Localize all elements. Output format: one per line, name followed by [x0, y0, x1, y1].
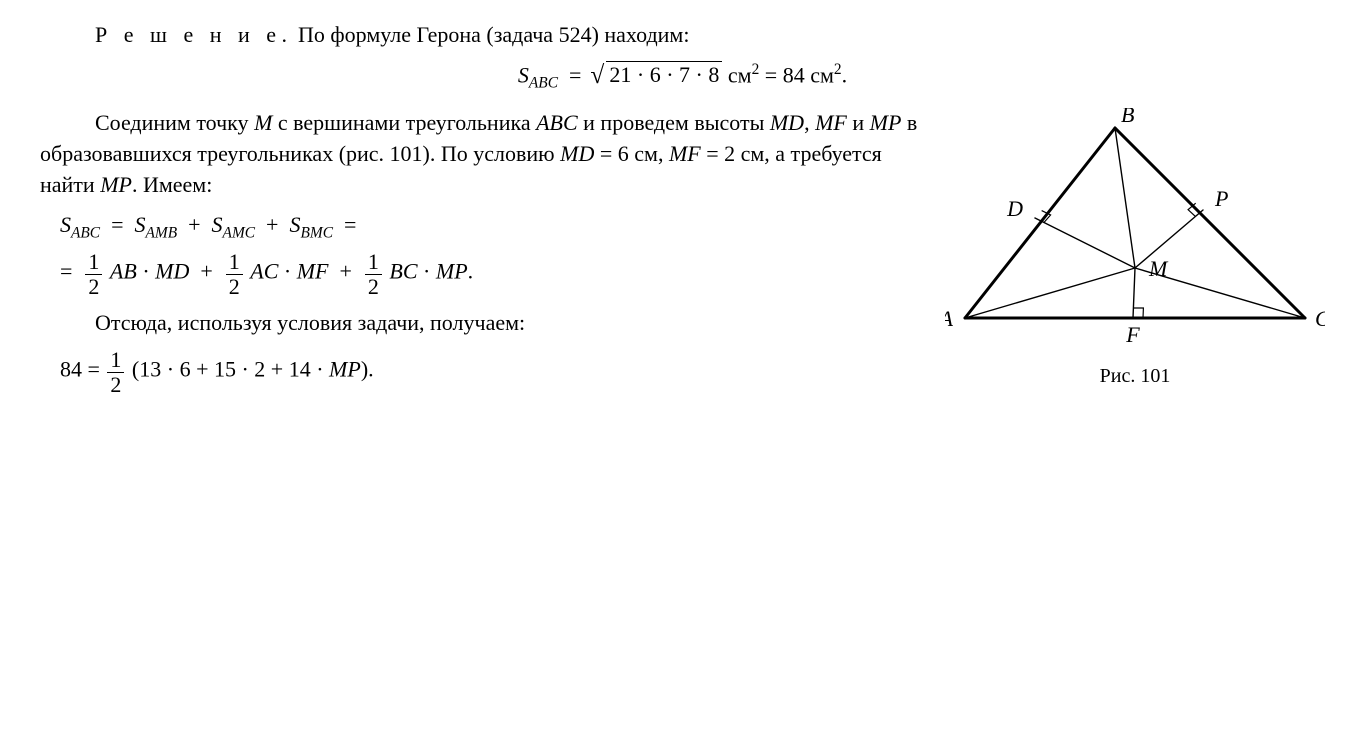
frac2: 12 [226, 250, 243, 297]
ac: AC [250, 259, 278, 284]
d3: 2 [365, 275, 382, 298]
mp3: MP [436, 259, 468, 284]
radicand: 21 · 6 · 7 · 8 [606, 61, 722, 87]
sym-S: S [518, 62, 529, 87]
svg-text:A: A [945, 306, 954, 331]
d2: 2 [226, 275, 243, 298]
svg-text:D: D [1006, 196, 1023, 221]
n4: 1 [107, 348, 124, 372]
svg-text:P: P [1214, 186, 1228, 211]
sub-abc: ABC [529, 75, 558, 92]
ab: AB [110, 259, 137, 284]
figure-101: A B C D P M F Рис. 101 [945, 108, 1325, 390]
sym-M: M [254, 110, 272, 135]
unit1: см [728, 62, 752, 87]
solution-line: Р е ш е н и е. По формуле Герона (задача… [40, 20, 1325, 51]
sym-ABC: ABC [536, 110, 578, 135]
svg-text:M: M [1148, 256, 1169, 281]
sym-MD: MD [770, 110, 804, 135]
sub4: BMC [300, 225, 333, 242]
d1: 2 [85, 275, 102, 298]
sym-MP2: MP [100, 172, 132, 197]
d4: 2 [107, 373, 124, 396]
svg-text:F: F [1125, 322, 1140, 347]
sym-MD2: MD [560, 141, 594, 166]
sq1: 2 [752, 61, 760, 78]
line1-text: По формуле Герона (задача 524) находим: [293, 22, 690, 47]
solution-label: Р е ш е н и е. [95, 22, 293, 47]
sub2: AMB [146, 225, 178, 242]
frac1: 12 [85, 250, 102, 297]
t1: Соединим точку [95, 110, 254, 135]
eq-row1: SABC = SAMB + SAMC + SBMC = [60, 210, 921, 244]
final-eq: 84 = 12 (13 · 6 + 15 · 2 + 14 · MP). [60, 348, 921, 395]
mf3: MF [297, 259, 329, 284]
s2: S [135, 212, 146, 237]
para3: Отсюда, используя условия задачи, получа… [40, 308, 921, 339]
svg-text:B: B [1121, 108, 1134, 127]
fe-close: ). [361, 357, 374, 382]
t2: с вершинами треугольника [272, 110, 536, 135]
heron-equation: SABC = 21 · 6 · 7 · 8 см2 = 84 см2. [40, 59, 1325, 94]
t5: = 6 см, [594, 141, 669, 166]
frac3: 12 [365, 250, 382, 297]
sub3: AMC [223, 225, 256, 242]
bc: BC [389, 259, 417, 284]
svg-text:C: C [1315, 306, 1325, 331]
t7: . Имеем: [132, 172, 212, 197]
para2: Соединим точку M с вершинами треугольник… [40, 108, 921, 200]
c1: , [804, 110, 815, 135]
s4: S [289, 212, 300, 237]
area-sum-eq: SABC = SAMB + SAMC + SBMC = = 12 AB · MD… [60, 210, 921, 297]
fe-mp: MP [329, 357, 361, 382]
frac4: 12 [107, 348, 124, 395]
sym-MF2: MF [669, 141, 701, 166]
t3: и проведем высоты [578, 110, 770, 135]
fe-lhs: 84 = [60, 357, 105, 382]
sub1: ABC [71, 225, 100, 242]
sym-MP: MP [870, 110, 902, 135]
eq84: = 84 см [765, 62, 834, 87]
sq2: 2 [834, 61, 842, 78]
sym-MF: MF [815, 110, 847, 135]
figure-caption: Рис. 101 [945, 362, 1325, 390]
eq-row2: = 12 AB · MD + 12 AC · MF + 12 BC · MP. [60, 250, 921, 297]
triangle-diagram: A B C D P M F [945, 108, 1325, 358]
c2: и [847, 110, 870, 135]
s1: S [60, 212, 71, 237]
fe-par: (13 · 6 + 15 · 2 + 14 · [132, 357, 329, 382]
n1: 1 [85, 250, 102, 274]
n2: 1 [226, 250, 243, 274]
md3: MD [155, 259, 189, 284]
sqrt: 21 · 6 · 7 · 8 [592, 60, 722, 91]
n3: 1 [365, 250, 382, 274]
s3: S [212, 212, 223, 237]
